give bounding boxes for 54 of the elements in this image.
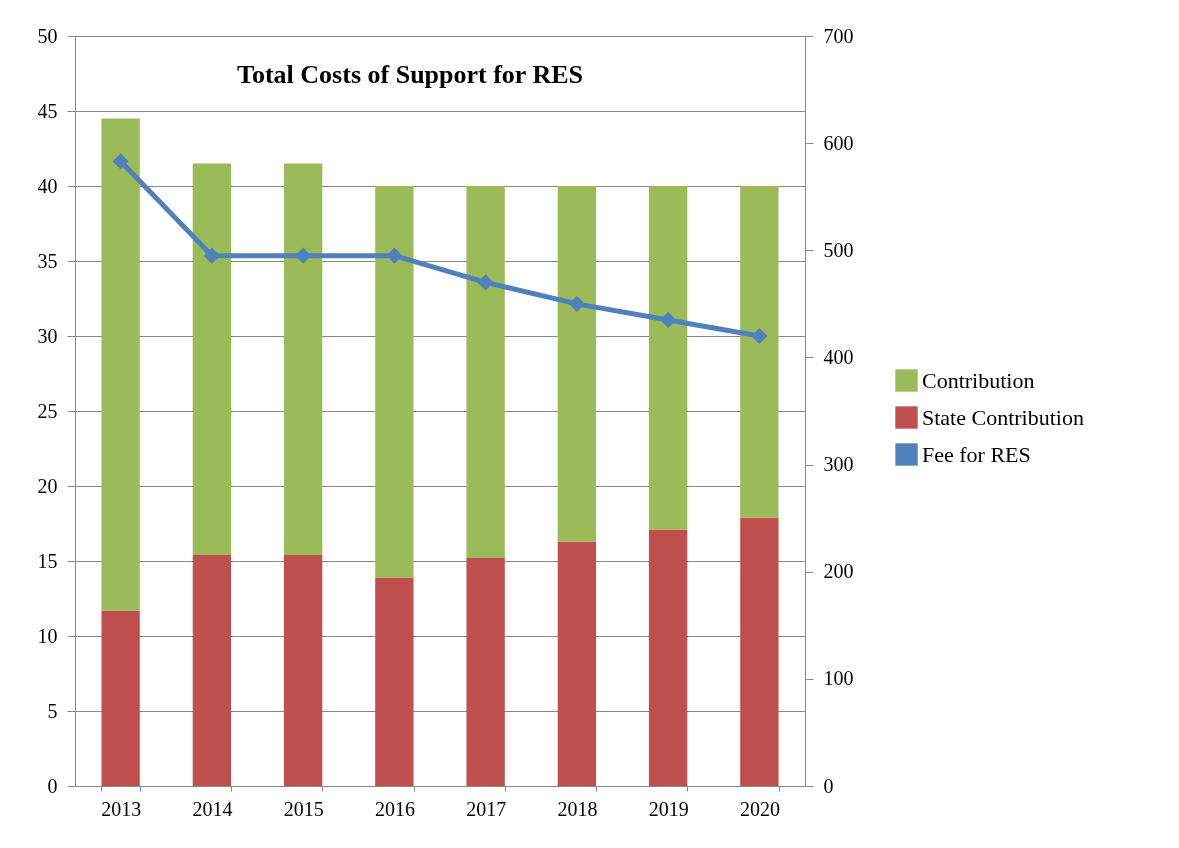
- bar: [192, 555, 232, 786]
- y-tick-label: 50: [37, 24, 58, 47]
- bar: [192, 163, 232, 555]
- x-tick-label: 2013: [101, 797, 142, 820]
- bar: [466, 558, 505, 786]
- y2-tick-label: 100: [823, 667, 854, 690]
- legend-label: Contribution: [922, 367, 1035, 393]
- y2-tick-label: 200: [823, 560, 854, 583]
- point: [386, 247, 403, 264]
- point: [477, 274, 494, 291]
- bar: [101, 610, 140, 786]
- x-tick-label: 2018: [557, 797, 598, 820]
- y-tick-label: 20: [37, 474, 58, 497]
- bar: [557, 186, 597, 542]
- y2-tick-label: 300: [823, 453, 854, 476]
- x-tick-label: 2016: [374, 797, 415, 820]
- point: [568, 295, 585, 312]
- y-tick-label: 40: [37, 174, 58, 197]
- bar: [283, 555, 323, 786]
- legend-label: Fee for RES: [922, 441, 1031, 467]
- y-tick-label: 30: [37, 324, 58, 347]
- bar: [648, 529, 688, 786]
- y2-tick-label: 0: [823, 774, 834, 797]
- bar: [557, 541, 597, 786]
- x-tick-label: 2017: [466, 797, 507, 820]
- y-tick-label: 45: [37, 99, 58, 122]
- x-tick-label: 2014: [192, 797, 233, 820]
- point: [660, 311, 677, 328]
- legend-label: State Contribution: [922, 404, 1084, 430]
- y-tick-label: 10: [37, 624, 58, 647]
- y-tick-label: 15: [37, 549, 58, 572]
- bar: [740, 517, 779, 786]
- x-tick-label: 2019: [648, 797, 689, 820]
- y2-tick-label: 400: [823, 345, 854, 368]
- x-tick-label: 2020: [739, 797, 780, 820]
- y2-tick-label: 700: [823, 24, 854, 47]
- bar: [375, 186, 414, 578]
- point: [203, 247, 220, 264]
- y-tick-label: 5: [47, 699, 58, 722]
- y2-tick-label: 500: [823, 238, 854, 261]
- y-tick-label: 35: [37, 249, 58, 272]
- y-tick-label: 0: [47, 774, 58, 797]
- bar: [466, 186, 505, 558]
- text: Total Costs of Support for RES: [236, 60, 584, 89]
- bar: [101, 118, 140, 611]
- point: [112, 153, 129, 170]
- bar: [740, 186, 779, 518]
- bar: [648, 186, 688, 530]
- bar: [375, 577, 414, 786]
- x-tick-label: 2015: [283, 797, 324, 820]
- bar: [283, 163, 323, 555]
- y2-tick-label: 600: [823, 131, 854, 154]
- point: [751, 327, 768, 345]
- y-tick-label: 25: [37, 399, 58, 422]
